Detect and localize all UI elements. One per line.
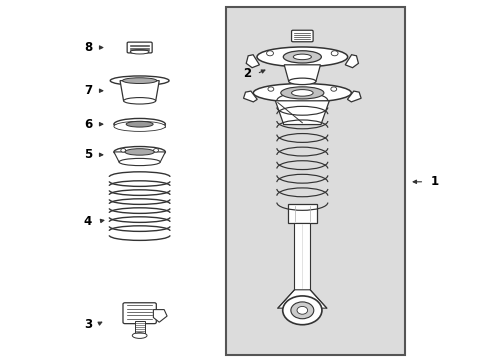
Text: 1: 1	[430, 175, 439, 188]
Ellipse shape	[130, 50, 149, 54]
Text: 3: 3	[84, 318, 92, 330]
Polygon shape	[345, 55, 359, 68]
Ellipse shape	[253, 84, 351, 102]
Ellipse shape	[257, 47, 348, 67]
Text: 5: 5	[84, 148, 92, 161]
Bar	[288, 204, 317, 223]
Ellipse shape	[110, 76, 169, 85]
Text: 8: 8	[84, 41, 92, 54]
Bar	[294, 223, 310, 290]
Ellipse shape	[281, 87, 324, 99]
Ellipse shape	[132, 333, 147, 338]
Circle shape	[331, 51, 338, 56]
Ellipse shape	[114, 147, 165, 157]
Text: 4: 4	[84, 215, 92, 228]
Circle shape	[268, 87, 274, 91]
Polygon shape	[347, 91, 361, 102]
Circle shape	[331, 87, 337, 91]
Ellipse shape	[289, 78, 316, 85]
Ellipse shape	[125, 149, 154, 155]
Circle shape	[297, 306, 308, 314]
Circle shape	[283, 296, 322, 325]
FancyBboxPatch shape	[127, 42, 152, 53]
Text: 6: 6	[84, 118, 92, 131]
FancyBboxPatch shape	[123, 303, 156, 324]
Polygon shape	[114, 124, 165, 127]
Polygon shape	[244, 91, 257, 102]
Polygon shape	[114, 152, 165, 162]
Text: 7: 7	[84, 84, 92, 97]
Polygon shape	[246, 55, 260, 68]
Polygon shape	[153, 310, 167, 322]
Ellipse shape	[126, 121, 153, 127]
Ellipse shape	[123, 98, 156, 104]
Ellipse shape	[292, 90, 313, 96]
Polygon shape	[275, 101, 329, 125]
Ellipse shape	[283, 51, 321, 63]
Polygon shape	[284, 65, 320, 81]
Polygon shape	[278, 290, 327, 308]
Ellipse shape	[293, 54, 312, 60]
Text: 2: 2	[243, 67, 251, 80]
Polygon shape	[120, 81, 159, 101]
FancyBboxPatch shape	[292, 30, 313, 42]
Ellipse shape	[122, 78, 157, 84]
Circle shape	[291, 302, 314, 319]
Ellipse shape	[114, 121, 165, 131]
Bar	[226, 7, 405, 355]
Bar	[135, 321, 145, 335]
Circle shape	[153, 149, 158, 152]
Circle shape	[121, 149, 126, 152]
Ellipse shape	[114, 118, 165, 130]
Circle shape	[267, 51, 273, 56]
Ellipse shape	[119, 158, 160, 166]
